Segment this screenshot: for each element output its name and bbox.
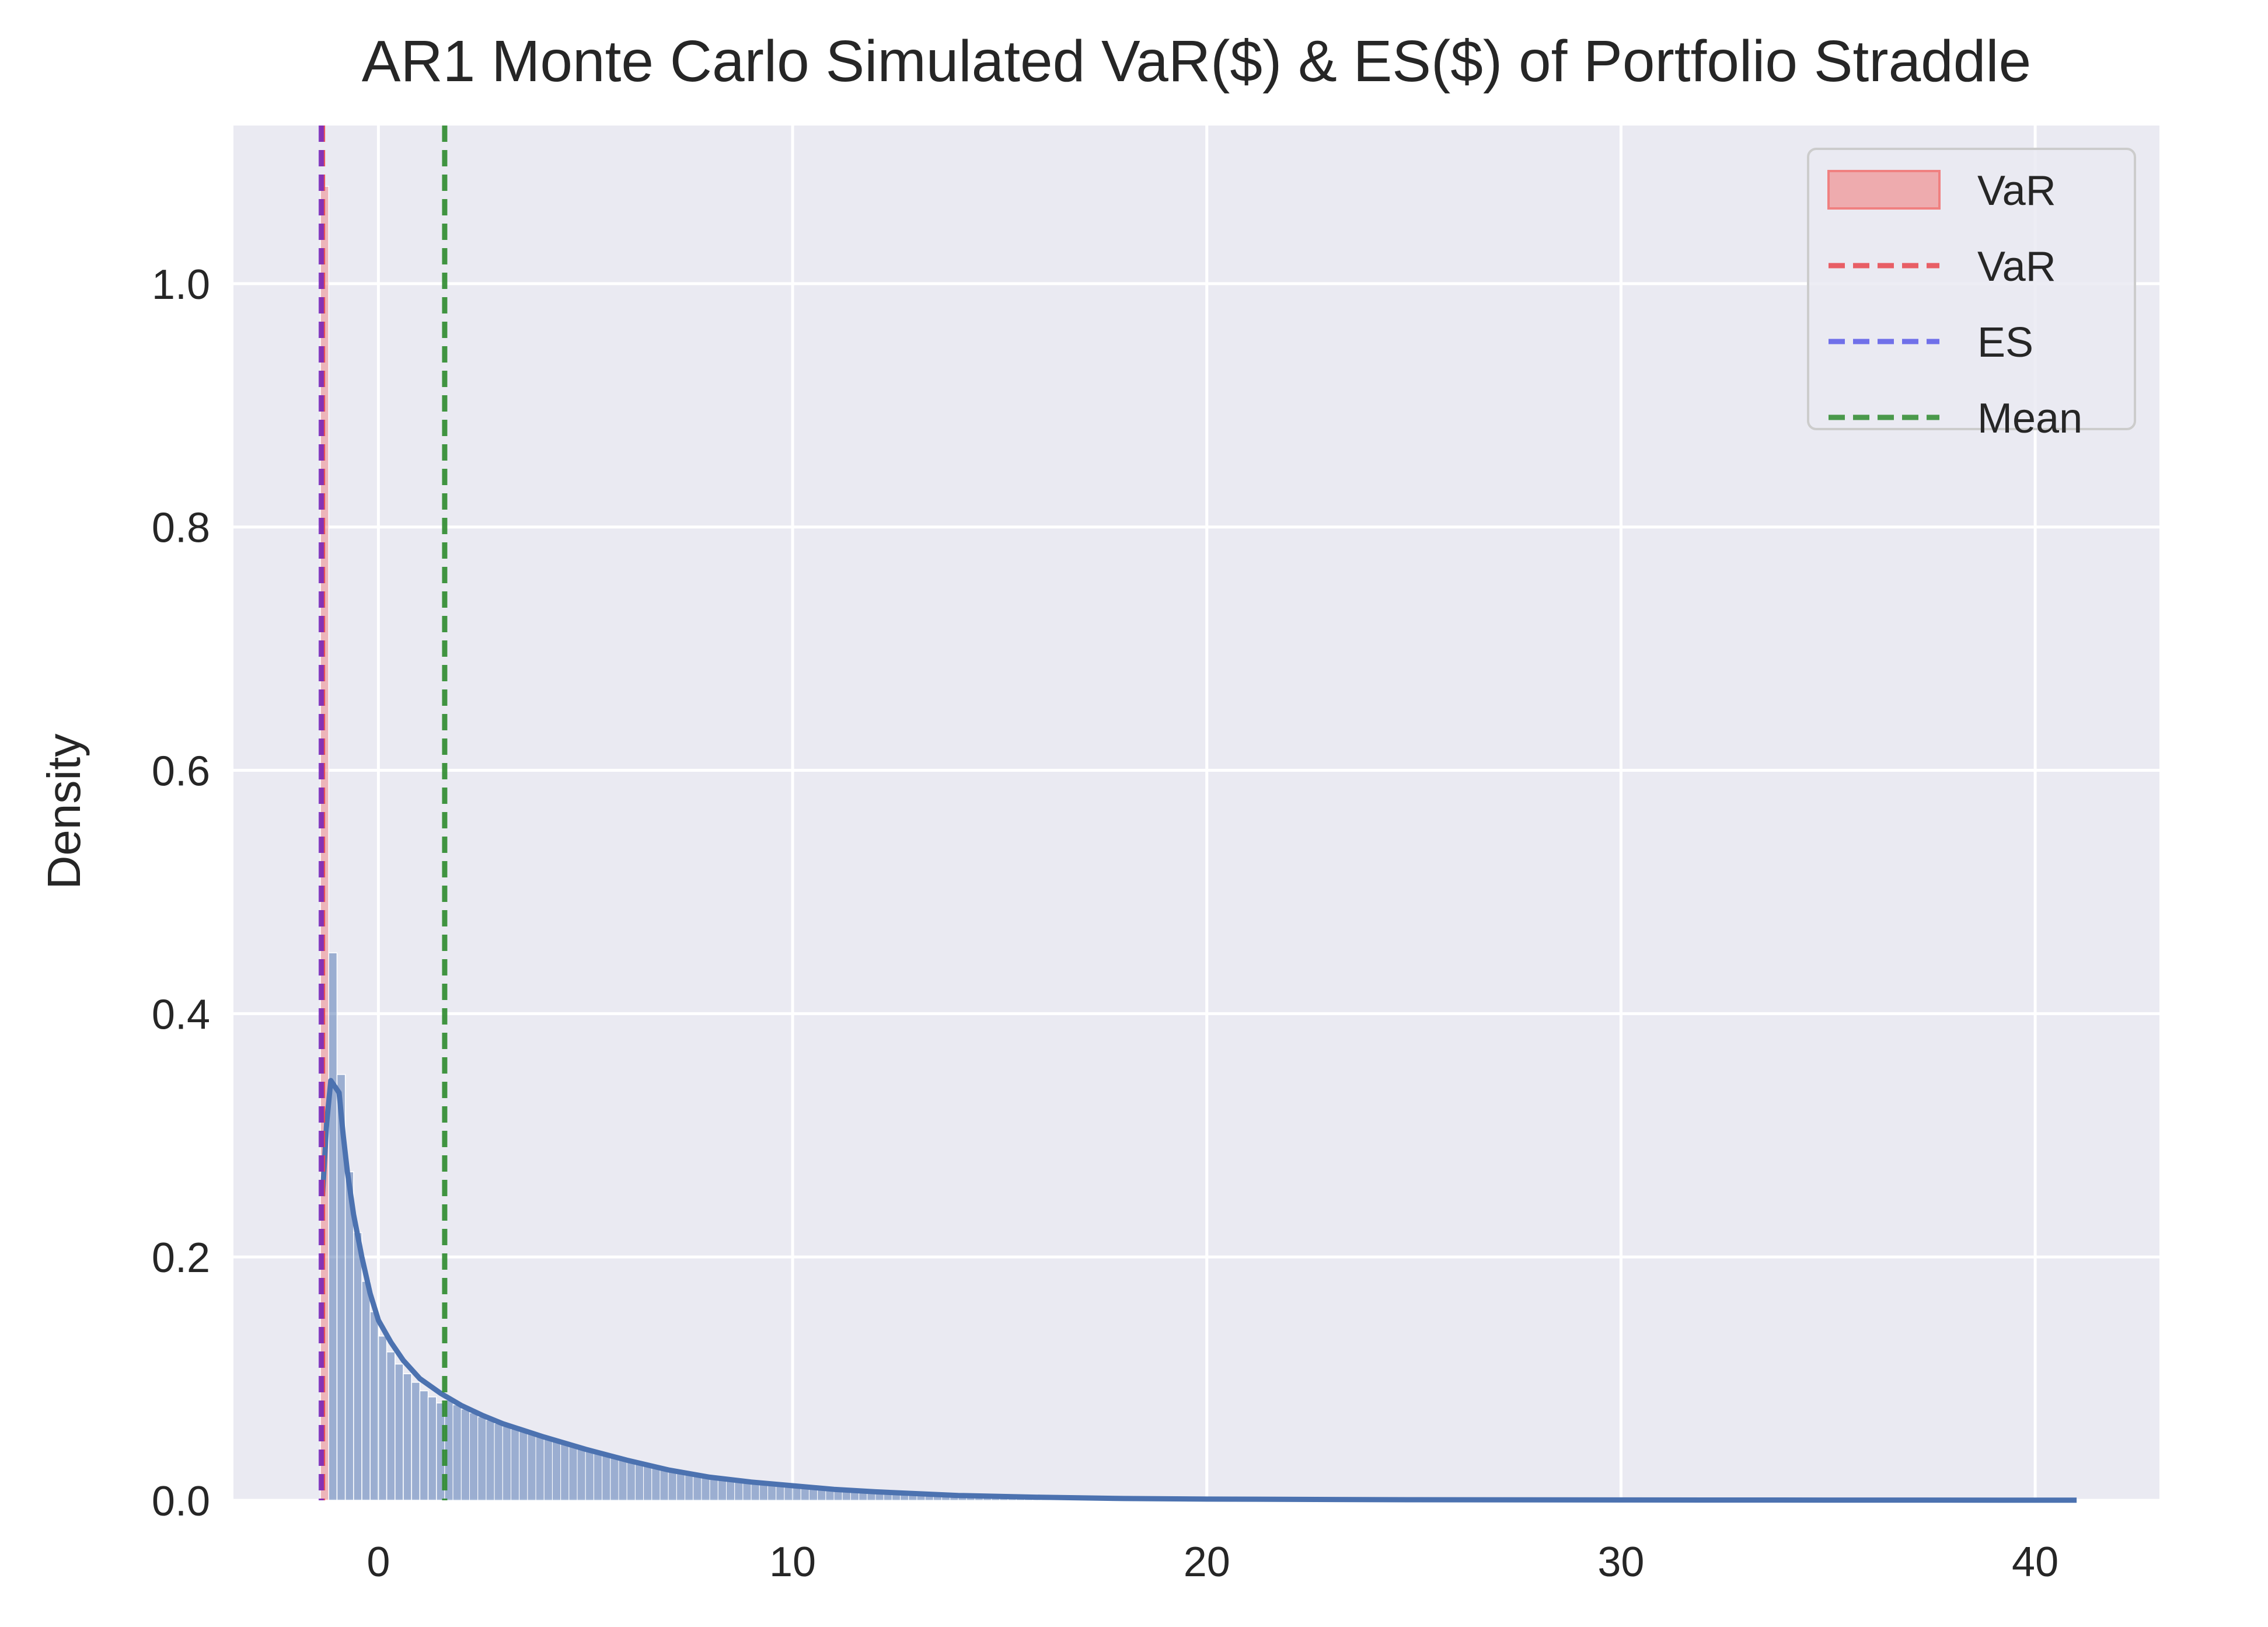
chart-title: AR1 Monte Carlo Simulated VaR($) & ES($)… (233, 28, 2159, 95)
histogram-bar (561, 1444, 569, 1500)
histogram-bar (627, 1462, 635, 1500)
histogram-bar (478, 1417, 486, 1500)
histogram-bar (594, 1454, 602, 1500)
x-tick-label: 20 (1184, 1539, 1230, 1586)
legend-label: VaR (1977, 168, 2056, 214)
histogram-bar (403, 1374, 411, 1500)
histogram-bar (668, 1471, 676, 1500)
histogram-bar (644, 1466, 652, 1500)
legend-label: VaR (1977, 243, 2056, 290)
y-tick-label: 0.2 (152, 1235, 210, 1281)
histogram-bar (718, 1479, 726, 1500)
histogram-bar (378, 1336, 386, 1500)
histogram-bar (635, 1464, 643, 1500)
histogram-bar (453, 1405, 461, 1500)
legend-label: ES (1977, 319, 2033, 366)
histogram-bar (676, 1473, 685, 1500)
histogram-bar (602, 1455, 610, 1500)
histogram-bar (362, 1281, 370, 1500)
histogram-bar (519, 1432, 528, 1500)
histogram-bar (370, 1312, 378, 1500)
histogram-bar (503, 1427, 511, 1500)
histogram-bar (536, 1437, 544, 1500)
x-tick-label: 0 (367, 1539, 390, 1586)
y-tick-label: 0.8 (152, 505, 210, 552)
histogram-bar (577, 1449, 585, 1500)
legend-swatch (1829, 171, 1939, 208)
x-tick-label: 30 (1597, 1539, 1644, 1586)
histogram-bar (411, 1382, 420, 1500)
y-axis-label: Density (37, 734, 91, 890)
histogram-bar (585, 1451, 594, 1500)
histogram-bar (685, 1474, 693, 1500)
histogram-bar (652, 1468, 660, 1500)
histogram-bar (702, 1477, 710, 1500)
histogram-bar (470, 1413, 478, 1500)
x-tick-label: 10 (769, 1539, 816, 1586)
histogram-bar (494, 1423, 503, 1500)
histogram-bar (395, 1364, 403, 1500)
y-tick-label: 0.6 (152, 748, 210, 795)
histogram-bar (693, 1476, 702, 1500)
histogram-bar (354, 1233, 362, 1500)
histogram-bar (735, 1481, 743, 1500)
histogram-bar (751, 1483, 759, 1500)
histogram-bar (610, 1458, 619, 1500)
histogram-bar (710, 1478, 718, 1500)
histogram-bar (552, 1442, 560, 1500)
x-tick-label: 40 (2012, 1539, 2058, 1586)
histogram-bar (660, 1469, 668, 1500)
histogram-bar (544, 1440, 552, 1500)
histogram-bar (387, 1352, 395, 1500)
y-tick-label: 0.4 (152, 991, 210, 1038)
y-tick-label: 1.0 (152, 262, 210, 308)
histogram-bar (511, 1429, 519, 1500)
histogram-bar (486, 1420, 494, 1500)
histogram-bar (743, 1482, 751, 1500)
histogram-bar (420, 1391, 428, 1500)
legend-label: Mean (1977, 395, 2082, 442)
histogram-bar (461, 1409, 469, 1500)
y-tick-label: 0.0 (152, 1478, 210, 1525)
histogram-bar (329, 953, 337, 1500)
histogram-bar (727, 1480, 735, 1500)
histogram-bar (569, 1447, 577, 1500)
histogram-bar (619, 1460, 627, 1500)
histogram-bar (428, 1397, 437, 1500)
histogram-bar (528, 1434, 536, 1500)
